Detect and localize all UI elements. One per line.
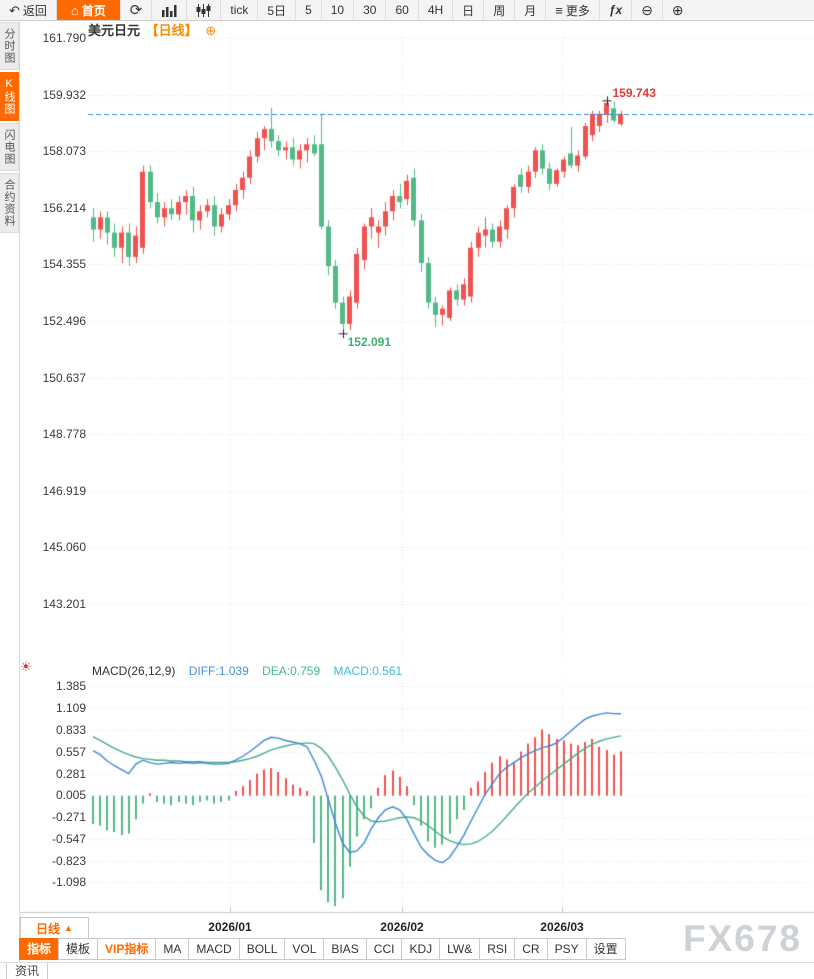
back-icon: ↶ xyxy=(9,2,20,18)
sidebar-tab-合约资料[interactable]: 合约资料 xyxy=(0,173,19,233)
price-axis-label: 145.060 xyxy=(42,540,86,555)
sidebar-tab-K线图[interactable]: K线图 xyxy=(0,72,19,121)
macd-axis-label: 1.109 xyxy=(55,701,86,716)
indicator-tab-bar: 指标 模板 VIP指标 MA MACD BOLL VOL BIAS CCI KDJ LW& RSI CR… xyxy=(19,938,626,960)
more-button[interactable]: ≡ 更多 xyxy=(546,0,600,20)
price-axis-label: 146.919 xyxy=(42,483,86,498)
indicator-tab-RSI[interactable]: RSI xyxy=(479,938,516,960)
zoom-out-icon: ⊖ xyxy=(641,2,653,18)
interval-button-日[interactable]: 日 xyxy=(453,0,485,20)
fx-icon: ƒx xyxy=(608,3,623,17)
indicator-tab-VOL[interactable]: VOL xyxy=(284,938,325,960)
price-axis-label: 158.073 xyxy=(42,144,86,159)
macd-axis-label: -1.098 xyxy=(51,875,86,890)
home-button[interactable]: ⌂ 首页 xyxy=(56,0,121,20)
macd-axis-label: 0.557 xyxy=(55,744,86,759)
bar-chart-icon xyxy=(162,4,177,17)
indicator-tab-MACD[interactable]: MACD xyxy=(188,938,240,960)
macd-axis-label: -0.823 xyxy=(51,853,86,868)
macd-axis-label: 0.833 xyxy=(55,722,86,737)
x-axis-label: 2026/03 xyxy=(540,920,584,934)
interval-button-30[interactable]: 30 xyxy=(354,0,387,20)
indicator-tab-设置[interactable]: 设置 xyxy=(585,938,626,960)
candlestick-chart[interactable] xyxy=(20,20,814,660)
price-axis-label: 152.496 xyxy=(42,314,86,328)
triangle-up-icon: ▲ xyxy=(64,923,73,933)
indicator-tab-VIP指标[interactable]: VIP指标 xyxy=(97,938,157,960)
left-sidebar: 分时图 K线图闪电图合约资料 xyxy=(0,22,19,235)
period-dropdown-button[interactable]: 日线 ▲ xyxy=(20,917,89,939)
interval-button-10[interactable]: 10 xyxy=(322,0,355,20)
refresh-button[interactable]: ⟳ xyxy=(121,0,153,20)
interval-button-60[interactable]: 60 xyxy=(386,0,419,20)
sidebar-divider xyxy=(19,20,20,962)
price-axis-label: 154.355 xyxy=(42,257,86,272)
more-icon: ≡ xyxy=(555,2,563,18)
bottom-bar: 资讯 xyxy=(0,962,814,979)
indicator-tab-LW&[interactable]: LW& xyxy=(439,938,481,960)
top-toolbar: ↶ 返回 ⌂ 首页 ⟳ tick 5日 5 10 30 60 4H 日周月 ≡ 更多 ƒx ⊖ ⊕ xyxy=(0,0,814,21)
x-axis-label: 2026/01 xyxy=(208,920,252,934)
price-axis-label: 148.778 xyxy=(42,427,86,442)
x-axis-label: 2026/02 xyxy=(380,920,424,934)
indicator-tab-BOLL[interactable]: BOLL xyxy=(238,938,286,960)
home-icon: ⌂ xyxy=(70,2,79,18)
interval-button-月[interactable]: 月 xyxy=(515,0,547,20)
macd-chart[interactable] xyxy=(20,662,814,914)
fx-button[interactable]: ƒx xyxy=(600,0,633,20)
price-axis-label: 143.201 xyxy=(42,597,86,611)
macd-axis-label: -0.547 xyxy=(51,831,86,846)
macd-axis-label: 0.281 xyxy=(55,766,86,781)
candle-chart-button[interactable] xyxy=(187,0,222,20)
macd-axis-label: -0.271 xyxy=(51,810,86,825)
candle-chart-icon xyxy=(196,3,211,17)
interval-button-tick[interactable]: tick xyxy=(221,0,259,20)
indicator-tab-模板[interactable]: 模板 xyxy=(58,938,99,960)
price-axis-label: 156.214 xyxy=(42,200,86,215)
price-axis-label: 161.790 xyxy=(42,31,86,45)
news-tab[interactable]: 资讯 xyxy=(6,963,48,979)
price-axis-label: 150.637 xyxy=(42,370,86,385)
macd-axis-label: 1.385 xyxy=(55,679,86,694)
back-button[interactable]: ↶ 返回 xyxy=(0,0,57,20)
brand-watermark: FX678 xyxy=(683,918,803,959)
interval-button-周[interactable]: 周 xyxy=(484,0,516,20)
line-chart-button[interactable] xyxy=(152,0,188,20)
macd-axis-label: 0.005 xyxy=(55,788,86,803)
price-axis-label: 159.932 xyxy=(42,87,86,102)
indicator-tab-KDJ[interactable]: KDJ xyxy=(401,938,441,960)
interval-button-5[interactable]: 5 xyxy=(296,0,322,20)
indicator-tab-MA[interactable]: MA xyxy=(155,938,190,960)
sidebar-tab-闪电图[interactable]: 闪电图 xyxy=(0,123,19,171)
indicator-tab-BIAS[interactable]: BIAS xyxy=(323,938,367,960)
interval-button-4h[interactable]: 4H xyxy=(419,0,454,20)
high-price-annotation: 159.743 xyxy=(612,86,656,101)
indicator-tab-CCI[interactable]: CCI xyxy=(365,938,403,960)
refresh-icon: ⟳ xyxy=(129,1,143,19)
period-dropdown-label: 日线 xyxy=(36,921,61,936)
zoom-out-button[interactable]: ⊖ xyxy=(632,0,663,20)
zoom-in-button[interactable]: ⊕ xyxy=(663,0,693,20)
low-price-annotation: 152.091 xyxy=(347,335,391,350)
interval-button-5日[interactable]: 5日 xyxy=(258,0,297,20)
indicator-tab-指标[interactable]: 指标 xyxy=(19,938,60,960)
indicator-tab-CR[interactable]: CR xyxy=(514,938,548,960)
sidebar-tab-分时图[interactable]: 分时图 xyxy=(0,22,19,70)
indicator-tab-PSY[interactable]: PSY xyxy=(546,938,587,960)
zoom-in-icon: ⊕ xyxy=(671,2,684,18)
